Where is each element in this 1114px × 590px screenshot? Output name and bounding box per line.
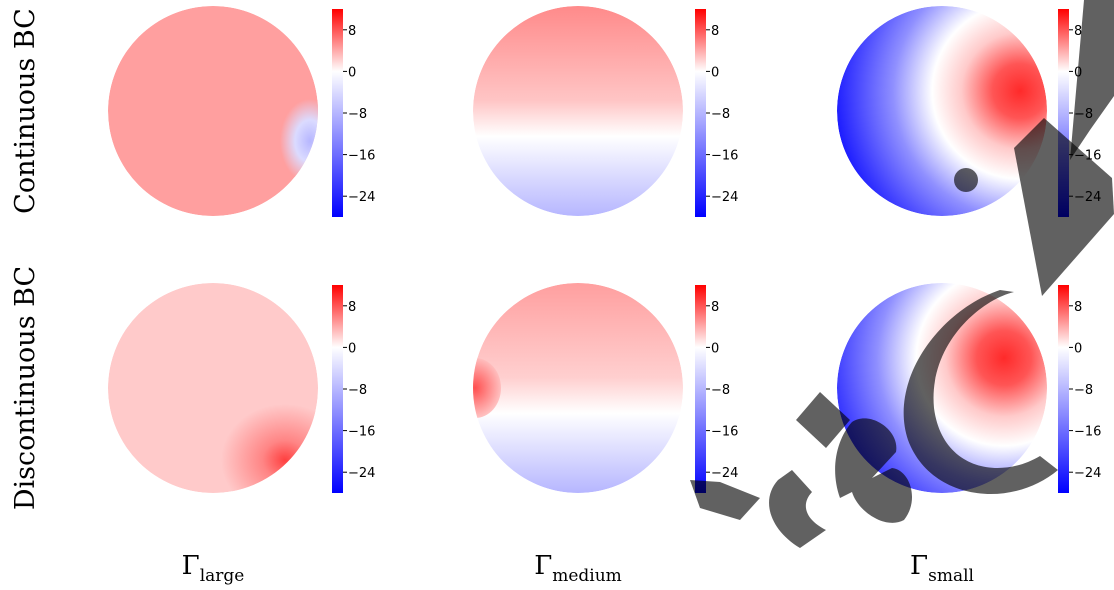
colorbar-bar [1058, 285, 1069, 493]
heatmap-panel-continuous-small [837, 6, 1047, 216]
colorbar-discontinuous-small: 8 0 −8 −16 −24 [1058, 285, 1101, 493]
colorbar-tick-label: 8 [1074, 300, 1082, 315]
field-hot-spot [837, 6, 1047, 216]
colorbar-tick-label: −24 [1074, 466, 1101, 481]
heatmap-panel-discontinuous-large [108, 283, 318, 493]
colorbar-tick-label: −24 [711, 466, 738, 481]
field-gradient [473, 6, 683, 216]
colorbar-tick-label: 0 [348, 65, 356, 80]
colorbar-tick-label: 8 [348, 24, 356, 39]
colorbar-tick-label: −24 [348, 466, 375, 481]
field-edge-spot [473, 358, 501, 418]
colorbar-bar [695, 285, 706, 493]
colorbar-tick-label: 0 [711, 341, 719, 356]
heatmap-panel-discontinuous-medium [473, 283, 683, 493]
colorbar-tick-label: 8 [1074, 24, 1082, 39]
field-base [108, 6, 318, 216]
field-hot-spot [221, 404, 318, 493]
field-dip-region [280, 99, 318, 183]
colorbar-tick-label: −16 [348, 425, 375, 440]
colorbar-continuous-medium: 8 0 −8 −16 −24 [695, 9, 738, 217]
colorbar-tick-label: −8 [711, 107, 730, 122]
colorbar-bar [695, 9, 706, 217]
colorbar-tick-label: 0 [348, 341, 356, 356]
colorbar-tick-label: −8 [1074, 383, 1093, 398]
colorbar-tick-label: −8 [348, 107, 367, 122]
watermark-graphic [690, 0, 1114, 548]
heatmap-panel-continuous-medium [473, 6, 683, 216]
colorbar-tick-label: −24 [711, 190, 738, 205]
row-label-continuous: Continuous BC [10, 8, 41, 214]
colorbar-tick-label: −16 [711, 425, 738, 440]
colorbar-group: 8 0 −8 −16 −24 8 0 −8 −16 −24 8 0 −8 −16 −24 8 0 −8 −16 −24… [332, 9, 1101, 493]
colorbar-tick-label: 0 [1074, 341, 1082, 356]
colorbar-discontinuous-medium: 8 0 −8 −16 −24 [695, 285, 738, 493]
column-label-large: Γlarge [182, 551, 245, 586]
row-label-discontinuous: Discontinuous BC [10, 266, 41, 510]
colorbar-tick-label: 8 [711, 24, 719, 39]
column-label-medium: Γmedium [534, 551, 622, 586]
panel-grid [108, 6, 1047, 493]
colorbar-tick-label: −16 [711, 149, 738, 164]
colorbar-bar [332, 285, 343, 493]
heatmap-panel-continuous-large [108, 6, 318, 216]
colorbar-tick-label: −8 [711, 383, 730, 398]
colorbar-tick-label: 8 [348, 300, 356, 315]
column-label-small: Γsmall [910, 551, 974, 586]
colorbar-continuous-large: 8 0 −8 −16 −24 [332, 9, 375, 217]
colorbar-bar [1058, 9, 1069, 217]
colorbar-tick-label: −24 [348, 190, 375, 205]
colorbar-tick-label: −16 [1074, 425, 1101, 440]
colorbar-tick-label: −8 [348, 383, 367, 398]
colorbar-discontinuous-large: 8 0 −8 −16 −24 [332, 285, 375, 493]
field-gradient [473, 283, 683, 493]
colorbar-tick-label: −16 [348, 149, 375, 164]
colorbar-tick-label: 0 [711, 65, 719, 80]
colorbar-tick-label: 8 [711, 300, 719, 315]
colorbar-bar [332, 9, 343, 217]
